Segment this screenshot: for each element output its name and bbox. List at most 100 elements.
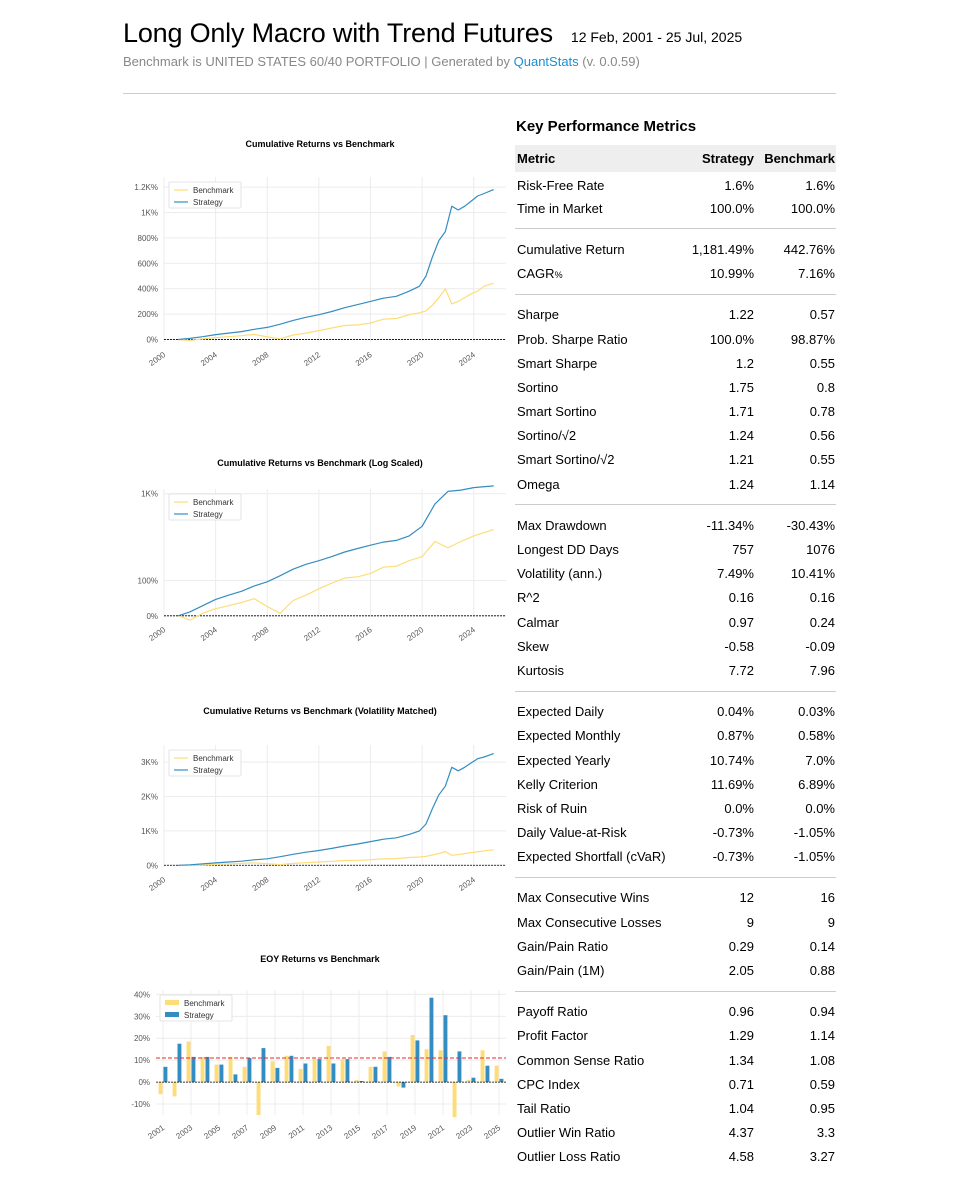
header-metric: Metric <box>515 145 684 172</box>
metric-row: Outlier Loss Ratio 4.58 3.27 <box>515 1145 836 1169</box>
metric-row: R^2 0.16 0.16 <box>515 586 836 610</box>
strategy-value: 12 <box>739 890 754 906</box>
benchmark-bar <box>312 1059 317 1083</box>
strategy-value: -0.73% <box>712 825 754 841</box>
metric-name: Smart Sortino/√2 <box>517 452 615 468</box>
x-tick-label: 2008 <box>251 875 271 893</box>
metrics-separator <box>515 683 836 700</box>
cumulative-returns-volmatched-svg: Cumulative Returns vs Benchmark (Volatil… <box>141 706 506 893</box>
benchmark-value: 0.56 <box>809 428 835 444</box>
benchmark-value: 0.55 <box>809 452 835 468</box>
strategy-bar <box>219 1064 224 1083</box>
benchmark-value: 98.87% <box>790 331 835 347</box>
x-tick-label: 2000 <box>147 625 167 643</box>
metric-name: Volatility (ann.) <box>517 566 603 582</box>
legend-label: Benchmark <box>184 999 225 1008</box>
metric-row: Expected Yearly 10.74% 7.0% <box>515 748 836 772</box>
benchmark-value: 7.96 <box>809 662 835 678</box>
y-tick-label: 2K% <box>141 793 158 802</box>
metric-row: Expected Daily 0.04% 0.03% <box>515 700 836 724</box>
separator-cell <box>515 286 836 303</box>
subtitle-prefix: Benchmark is UNITED STATES 60/40 PORTFOL… <box>123 54 514 69</box>
metric-name: Daily Value-at-Risk <box>517 825 627 841</box>
metric-row: Max Consecutive Losses 9 9 <box>515 910 836 934</box>
metric-name: Max Consecutive Losses <box>517 914 662 930</box>
strategy-bar <box>205 1056 210 1083</box>
x-tick-label: 2016 <box>354 875 374 893</box>
date-range: 12 Feb, 2001 - 25 Jul, 2025 <box>570 29 743 45</box>
strategy-bar <box>261 1048 266 1083</box>
strategy-bar <box>429 997 434 1083</box>
strategy-bar <box>443 1015 448 1083</box>
x-tick-label: 2008 <box>251 350 271 368</box>
metric-row: Gain/Pain (1M) 2.05 0.88 <box>515 958 836 982</box>
strategy-bar <box>415 1040 420 1083</box>
cumulative-returns-volmatched-chart: Cumulative Returns vs Benchmark (Volatil… <box>120 697 515 897</box>
benchmark-value: 0.59 <box>809 1076 835 1092</box>
y-tick-label: 800% <box>138 234 158 243</box>
header-strategy: Strategy <box>683 145 755 172</box>
metric-row: Profit Factor 1.29 1.14 <box>515 1024 836 1048</box>
strategy-value: 0.16 <box>728 590 754 606</box>
x-tick-label: 2007 <box>230 1123 250 1141</box>
strategy-value: -11.34% <box>706 517 754 533</box>
strategy-value: 1.71 <box>728 404 754 420</box>
chart-title: Cumulative Returns vs Benchmark (Log Sca… <box>217 458 423 468</box>
benchmark-bar <box>270 1061 275 1083</box>
x-tick-label: 2020 <box>406 875 426 893</box>
metrics-table: Metric Strategy Benchmark Risk-Free Rate… <box>515 145 836 1169</box>
benchmark-bar <box>410 1035 415 1083</box>
x-tick-label: 2016 <box>354 625 374 643</box>
strategy-bar <box>289 1055 294 1083</box>
strategy-bar <box>163 1066 168 1083</box>
y-tick-label: 1K% <box>141 827 158 836</box>
x-tick-label: 2001 <box>146 1123 166 1141</box>
page-title: Long Only Macro with Trend Futures <box>123 18 553 48</box>
benchmark-bar <box>438 1050 443 1083</box>
benchmark-value: 1076 <box>806 542 835 558</box>
strategy-value: 9 <box>746 914 754 930</box>
metric-row: Gain/Pain Ratio 0.29 0.14 <box>515 934 836 958</box>
benchmark-value: 1.08 <box>809 1052 835 1068</box>
strategy-value: 1.24 <box>728 428 754 444</box>
strategy-bar <box>177 1043 182 1083</box>
x-tick-label: 2019 <box>398 1123 418 1141</box>
metric-row: CPC Index 0.71 0.59 <box>515 1072 836 1096</box>
quantstats-link[interactable]: QuantStats <box>513 54 579 69</box>
x-tick-label: 2008 <box>251 625 271 643</box>
strategy-value: 2.05 <box>728 963 754 979</box>
metrics-separator <box>515 220 836 237</box>
strategy-value: 1.34 <box>728 1052 754 1068</box>
title-row: Long Only Macro with Trend Futures 12 Fe… <box>123 18 836 49</box>
strategy-bar <box>331 1063 336 1083</box>
metric-row: Smart Sharpe 1.2 0.55 <box>515 351 836 375</box>
y-tick-label: 1K% <box>141 209 158 218</box>
separator-cell <box>515 683 836 700</box>
legend-label: Strategy <box>193 198 223 207</box>
cumulative-returns-chart: Cumulative Returns vs Benchmark 2000 2004 2… <box>120 130 515 380</box>
strategy-value: 1.75 <box>728 379 754 395</box>
strategy-value: 7.49% <box>717 566 754 582</box>
legend-label: Strategy <box>193 510 223 519</box>
x-tick-label: 2004 <box>199 625 219 643</box>
strategy-value: 1.04 <box>728 1100 754 1116</box>
benchmark-bar <box>186 1041 191 1083</box>
metric-name: Sortino/√2 <box>517 428 577 444</box>
benchmark-bar <box>200 1056 205 1083</box>
x-tick-label: 2020 <box>406 350 426 368</box>
strategy-value: 0.96 <box>728 1004 754 1020</box>
benchmark-value: -30.43% <box>786 517 835 533</box>
metric-name: Risk of Ruin <box>517 800 588 816</box>
chart-title: Cumulative Returns vs Benchmark <box>245 139 395 149</box>
metric-row: Sharpe 1.22 0.57 <box>515 303 836 327</box>
chart-title: EOY Returns vs Benchmark <box>260 954 380 964</box>
metric-row: Sortino 1.75 0.8 <box>515 375 836 399</box>
metric-name: CPC Index <box>517 1076 580 1092</box>
strategy-line <box>178 485 494 617</box>
metric-name: Outlier Loss Ratio <box>517 1149 621 1165</box>
x-tick-label: 2012 <box>302 350 322 368</box>
legend-label: Strategy <box>184 1011 214 1020</box>
metric-name: Kurtosis <box>517 662 564 678</box>
x-tick-label: 2025 <box>482 1123 502 1141</box>
strategy-value: 1.6% <box>724 177 754 193</box>
